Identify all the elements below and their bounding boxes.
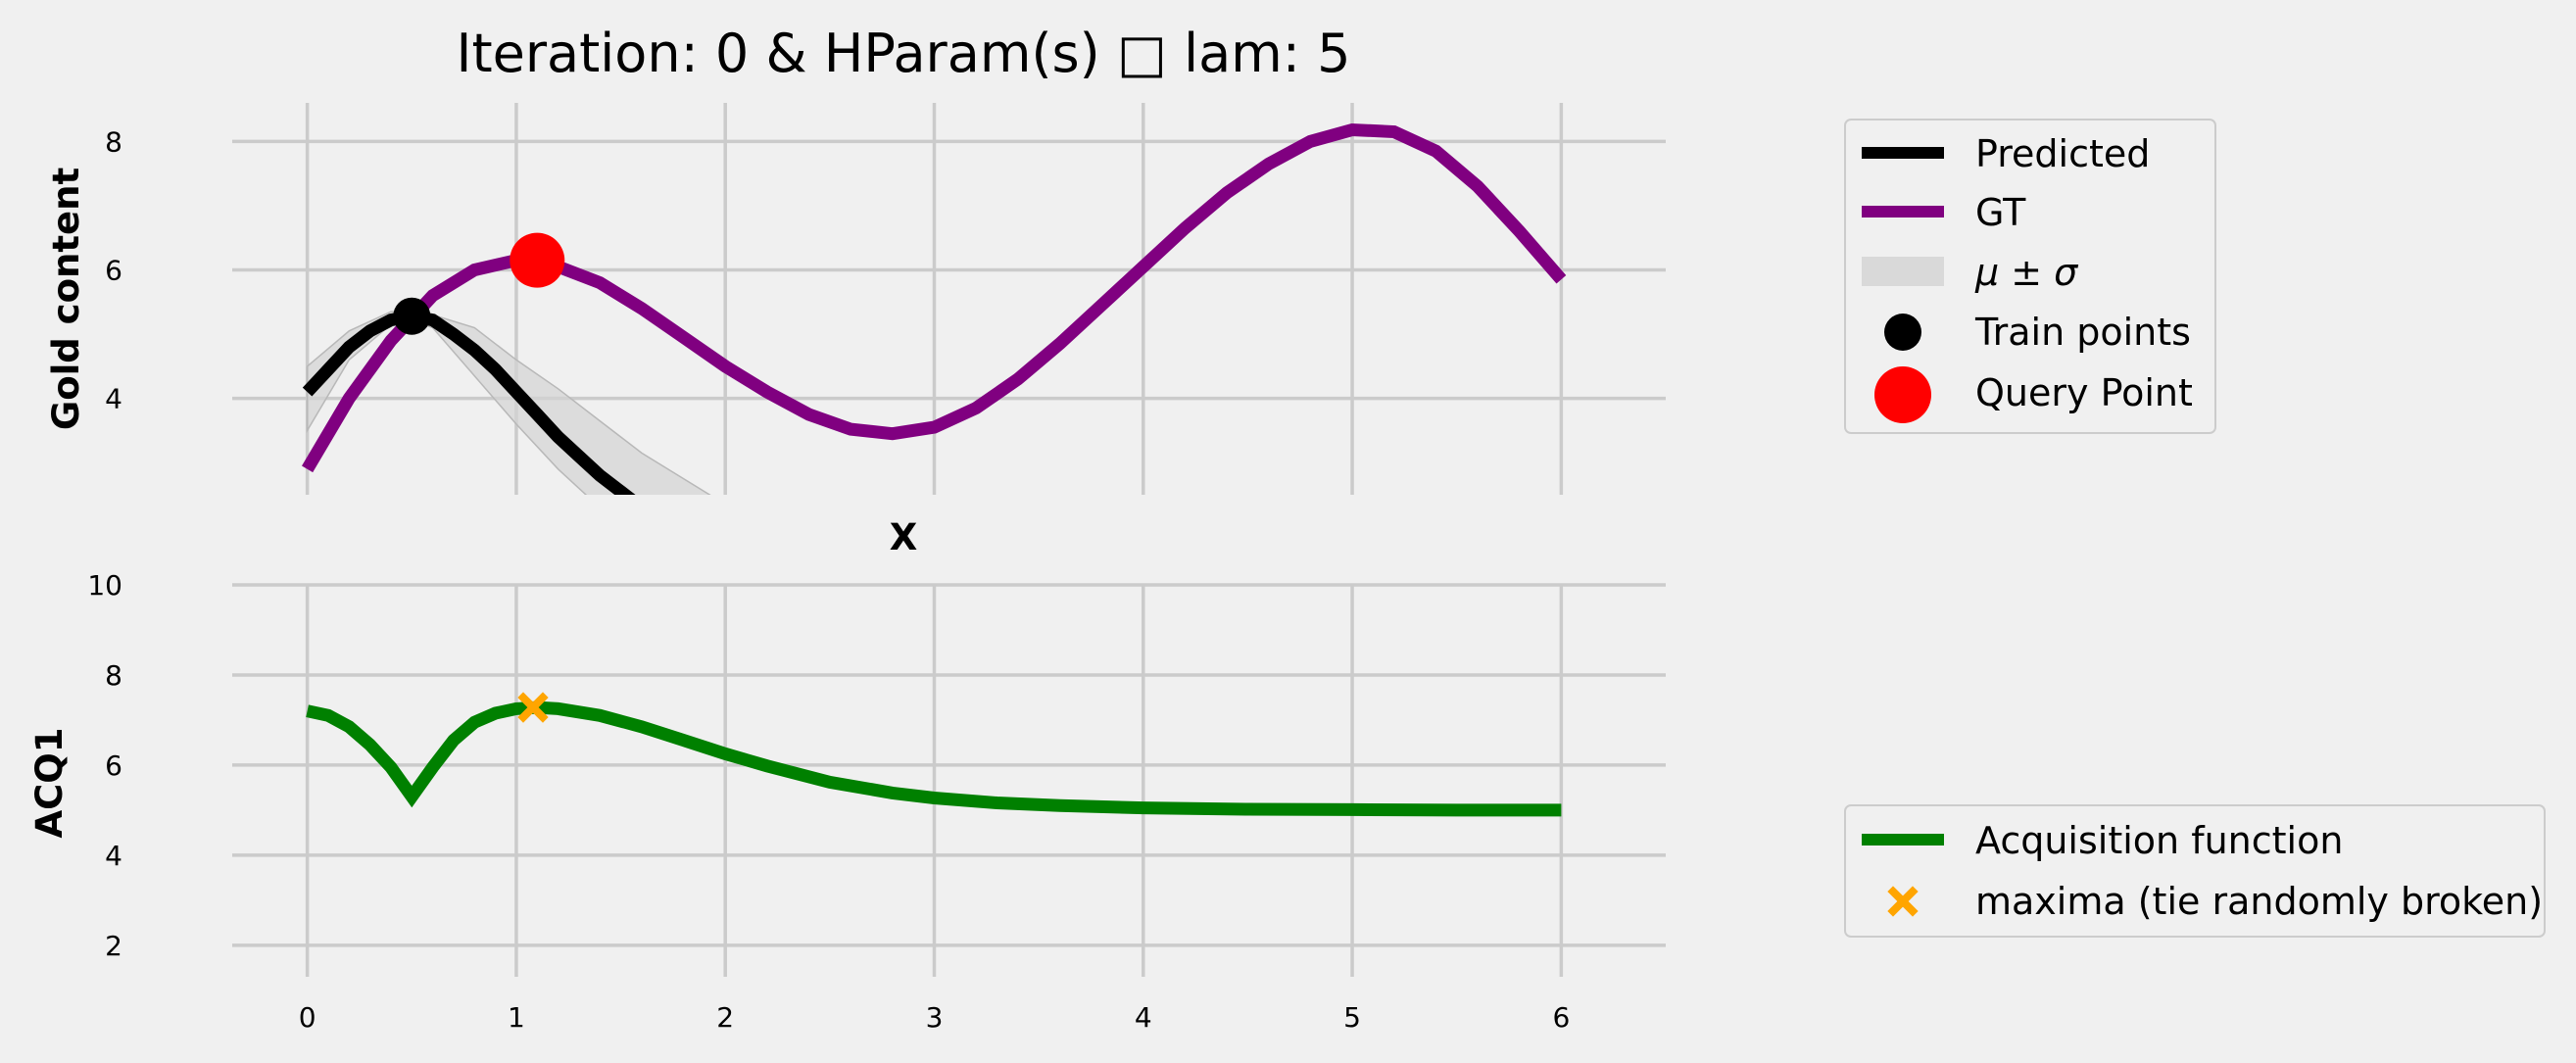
x-tick-label: 5 xyxy=(1343,1001,1361,1034)
legend-item-query-point: Query Point xyxy=(1874,366,2193,423)
legend-item-gt: GT xyxy=(1862,191,2026,234)
query-point xyxy=(510,232,565,288)
legend-item-maxima: maxima (tie randomly broken) xyxy=(1887,880,2543,923)
bottom-legend: Acquisition function maxima (tie randoml… xyxy=(1844,804,2546,938)
legend-swatch-query-point xyxy=(1874,366,1931,423)
y-tick-label: 8 xyxy=(105,125,122,158)
legend-label-train-points: Train points xyxy=(1974,311,2191,354)
bottom-grid xyxy=(232,583,1666,977)
legend-item-acquisition: Acquisition function xyxy=(1862,819,2343,862)
maxima-marker xyxy=(517,692,549,723)
train-point xyxy=(393,297,431,335)
x-marker-stroke xyxy=(517,692,549,723)
legend-label-predicted: Predicted xyxy=(1975,132,2150,175)
x-tick-label: 0 xyxy=(299,1001,316,1034)
legend-label-gt: GT xyxy=(1975,191,2026,234)
legend-label-query-point: Query Point xyxy=(1975,371,2193,414)
legend-label-maxima: maxima (tie randomly broken) xyxy=(1975,880,2543,923)
top-markers xyxy=(393,232,565,335)
legend-swatch-maxima xyxy=(1887,886,1919,917)
figure-title: Iteration: 0 & HParam(s) □ lam: 5 xyxy=(457,23,1351,84)
bottom-x-ticks: 0 1 2 3 4 5 6 xyxy=(299,1001,1571,1034)
top-y-ticks: 4 6 8 xyxy=(105,125,122,414)
y-tick-label: 6 xyxy=(105,749,122,782)
y-tick-label: 8 xyxy=(105,659,122,692)
legend-swatch-train-points xyxy=(1884,314,1921,351)
acquisition-line xyxy=(306,701,1562,817)
top-legend: Predicted GT μ ± σ Train points Query Po… xyxy=(1844,119,2216,434)
x-marker-stroke xyxy=(1887,886,1919,917)
bottom-y-ticks: 2 4 6 8 10 xyxy=(87,569,122,962)
bottom-subplot: 2 4 6 8 10 0 1 2 3 4 5 6 ACQ1 xyxy=(28,569,1666,1034)
bottom-y-axis-label: ACQ1 xyxy=(28,728,71,839)
top-y-axis-label: Gold content xyxy=(45,168,87,430)
x-tick-label: 2 xyxy=(716,1001,734,1034)
legend-item-predicted: Predicted xyxy=(1862,132,2150,175)
legend-swatch-band xyxy=(1862,257,1944,286)
x-tick-label: 3 xyxy=(926,1001,944,1034)
legend-item-train-points: Train points xyxy=(1884,311,2191,354)
bottom-markers xyxy=(517,692,549,723)
legend-maxima-marker xyxy=(1887,886,1919,917)
x-tick-label: 4 xyxy=(1135,1001,1152,1034)
y-tick-label: 4 xyxy=(105,840,122,872)
top-subplot: 4 6 8 Gold content X xyxy=(45,103,1666,558)
y-tick-label: 10 xyxy=(87,569,122,602)
legend-label-band: μ ± σ xyxy=(1974,251,2079,294)
y-tick-label: 6 xyxy=(105,254,122,286)
y-tick-label: 2 xyxy=(105,930,122,962)
top-x-axis-label: X xyxy=(890,516,918,558)
y-tick-label: 4 xyxy=(105,383,122,415)
legend-label-acquisition: Acquisition function xyxy=(1975,819,2343,862)
legend-item-band: μ ± σ xyxy=(1862,251,2079,294)
x-tick-label: 6 xyxy=(1552,1001,1570,1034)
x-tick-label: 1 xyxy=(508,1001,525,1034)
predicted-line xyxy=(302,310,636,495)
